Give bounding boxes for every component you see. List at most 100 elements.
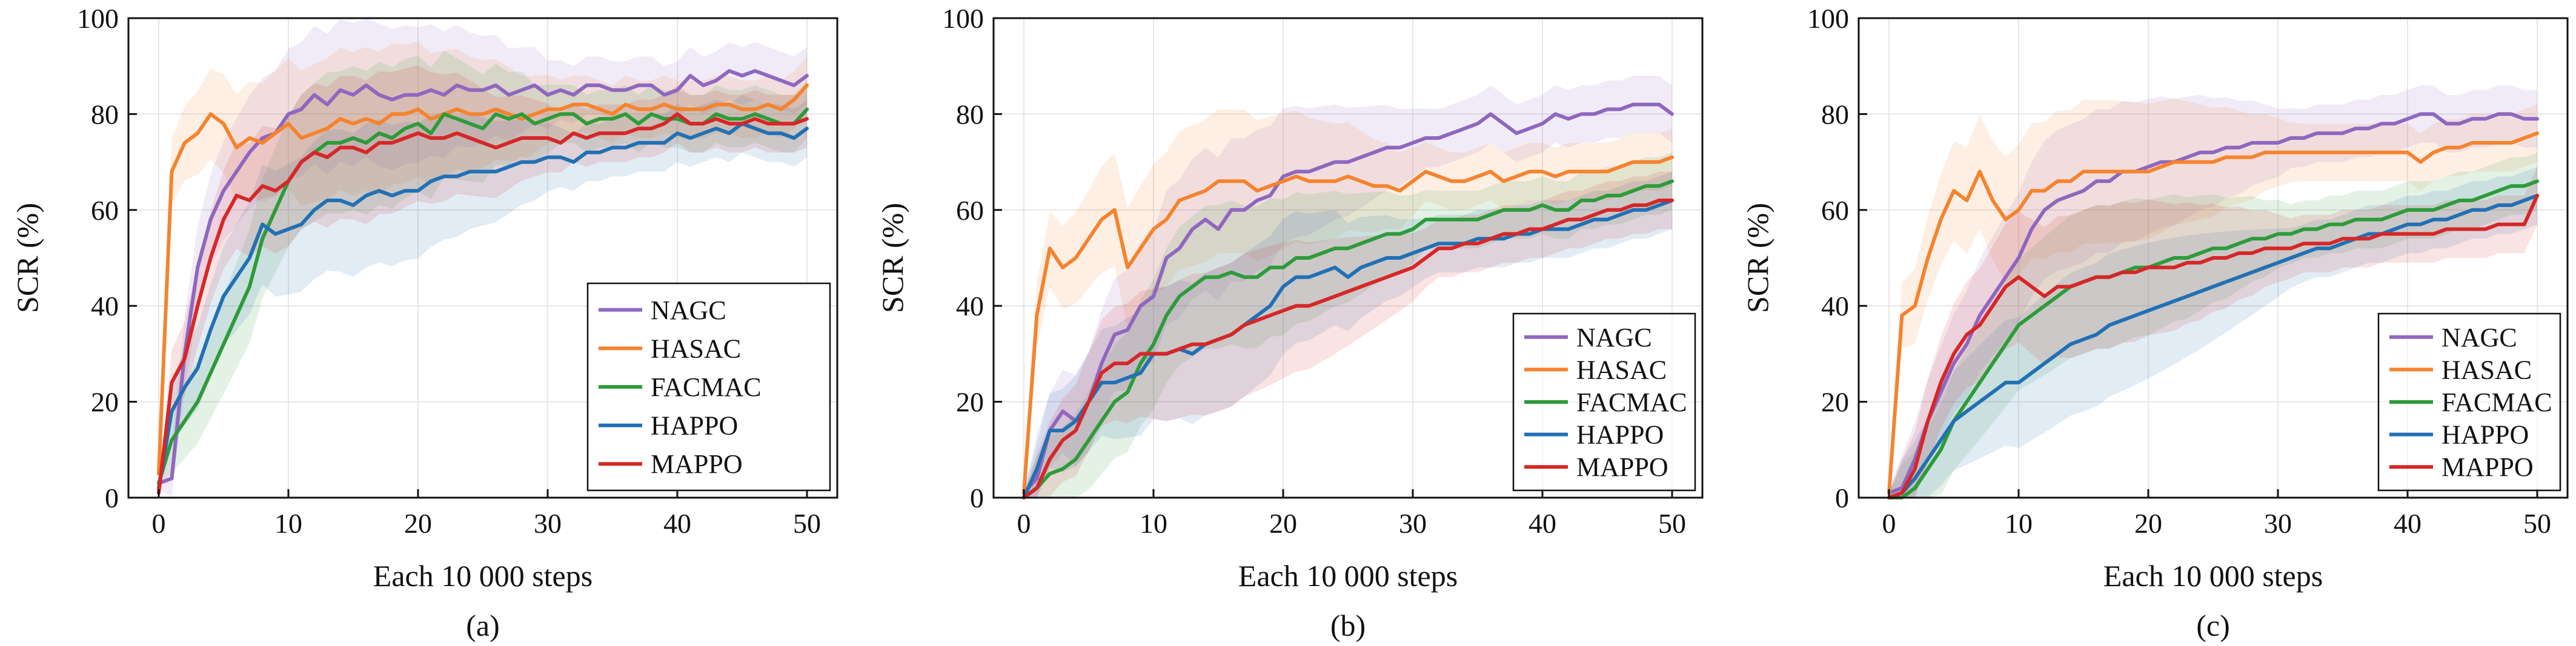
y-tick-label: 100 (942, 3, 984, 34)
x-tick-label: 10 (2005, 508, 2033, 539)
x-tick-label: 10 (1140, 508, 1167, 539)
legend-label-mappo: MAPPO (651, 449, 743, 479)
axis-ticks: 0 20 40 60 80 100 0 10 20 30 40 50 (942, 3, 1686, 539)
y-tick-label: 60 (956, 195, 984, 226)
x-tick-label: 10 (274, 508, 302, 539)
panel-caption: (a) (466, 608, 500, 642)
y-tick-label: 20 (1821, 387, 1849, 418)
series-line-nagc (1022, 102, 1674, 495)
band-happo (1024, 171, 1672, 498)
series-line-happo (1887, 194, 2539, 499)
plot-frame (127, 17, 838, 499)
band-nagc (159, 18, 807, 498)
panel-caption: (c) (2196, 608, 2230, 642)
y-axis-label: SCR (%) (875, 203, 909, 313)
y-tick-label: 60 (91, 195, 119, 226)
x-tick-label: 40 (663, 508, 691, 539)
band-hasac (1889, 98, 2537, 498)
band-happo (159, 94, 807, 493)
legend-label-hasac: HASAC (1576, 355, 1667, 384)
y-tick-label: 60 (1821, 195, 1849, 226)
series-line-nagc (157, 69, 809, 486)
band-nagc (1889, 85, 2537, 498)
band-mappo (159, 65, 807, 498)
y-tick-label: 100 (77, 3, 119, 34)
band-nagc (1024, 76, 1672, 498)
legend-label-facmac: FACMAC (1576, 387, 1687, 417)
band-mappo (1024, 171, 1672, 498)
legend-label-happo: HAPPO (1576, 420, 1664, 450)
band-hasac (1024, 109, 1672, 498)
legend-label-nagc: NAGC (2442, 323, 2517, 352)
series-line-hasac (1887, 131, 2539, 495)
x-tick-label: 0 (152, 508, 166, 539)
axis-ticks: 0 20 40 60 80 100 0 10 20 30 40 50 (1807, 3, 2551, 539)
band-hasac (159, 41, 807, 479)
series-line-facmac (1887, 179, 2539, 499)
x-tick-label: 30 (2264, 508, 2292, 539)
x-tick-label: 30 (534, 508, 562, 539)
axis-ticks: 0 20 40 60 80 100 0 10 20 30 40 50 (77, 3, 821, 539)
variance-bands (159, 18, 807, 498)
legend-label-happo: HAPPO (2442, 420, 2529, 450)
series-line-happo (157, 122, 809, 490)
x-tick-label: 20 (404, 508, 432, 539)
y-tick-label: 0 (105, 483, 119, 513)
y-tick-label: 0 (970, 483, 984, 513)
plot-frame (992, 17, 1704, 499)
series-line-mappo (157, 112, 809, 495)
legend: NAGC HASAC FACMAC HAPPO MAPPO (586, 282, 831, 492)
series-line-mappo (1887, 194, 2539, 499)
panel-caption: (b) (1330, 608, 1366, 642)
x-tick-label: 40 (2394, 508, 2422, 539)
series-lines (157, 69, 809, 495)
chart-panel-c: 0 20 40 60 80 100 0 10 20 30 40 50 Each 10 000 steps… (1741, 3, 2569, 642)
y-tick-label: 40 (91, 291, 119, 321)
y-tick-label: 40 (1821, 291, 1849, 321)
legend-label-happo: HAPPO (651, 411, 738, 441)
y-axis-label: SCR (%) (10, 203, 44, 313)
legend-label-hasac: HASAC (651, 334, 741, 363)
legend-label-mappo: MAPPO (1576, 452, 1668, 482)
x-axis-label: Each 10 000 steps (2103, 559, 2323, 593)
x-axis-label: Each 10 000 steps (1238, 559, 1458, 593)
x-tick-label: 20 (1269, 508, 1297, 539)
chart-panel-b: 0 20 40 60 80 100 0 10 20 30 40 50 Each 10 000 steps… (875, 3, 1704, 642)
series-line-hasac (1022, 155, 1674, 495)
series-line-happo (1022, 199, 1674, 499)
y-tick-label: 80 (91, 99, 119, 130)
band-facmac (1889, 152, 2537, 498)
series-line-mappo (1022, 199, 1674, 499)
chart-panel-a: 0 20 40 60 80 100 0 10 20 30 40 50 Each 10 000 steps… (10, 3, 838, 642)
band-happo (1889, 166, 2537, 498)
legend-label-facmac: FACMAC (651, 372, 762, 402)
y-tick-label: 40 (956, 291, 984, 321)
y-tick-label: 100 (1807, 3, 1849, 34)
x-tick-label: 0 (1882, 508, 1896, 539)
x-tick-label: 50 (1658, 508, 1686, 539)
series-line-nagc (1887, 112, 2539, 495)
x-tick-label: 30 (1399, 508, 1427, 539)
series-line-hasac (157, 83, 809, 476)
legend-label-facmac: FACMAC (2442, 387, 2552, 417)
x-tick-label: 0 (1017, 508, 1031, 539)
y-axis-label: SCR (%) (1741, 203, 1774, 313)
x-tick-label: 20 (2134, 508, 2162, 539)
legend-label-nagc: NAGC (1576, 323, 1652, 352)
y-tick-label: 80 (1821, 99, 1849, 130)
series-lines (1887, 112, 2539, 499)
band-facmac (159, 50, 807, 489)
band-mappo (1889, 166, 2537, 498)
x-tick-label: 50 (793, 508, 821, 539)
legend-label-nagc: NAGC (651, 295, 726, 325)
series-line-facmac (1022, 179, 1674, 499)
variance-bands (1889, 85, 2537, 498)
y-tick-label: 20 (956, 387, 984, 418)
x-tick-label: 50 (2523, 508, 2551, 539)
series-lines (1022, 102, 1674, 499)
y-tick-label: 80 (956, 99, 984, 130)
legend-label-hasac: HASAC (2442, 355, 2532, 384)
plot-frame (1857, 17, 2569, 499)
